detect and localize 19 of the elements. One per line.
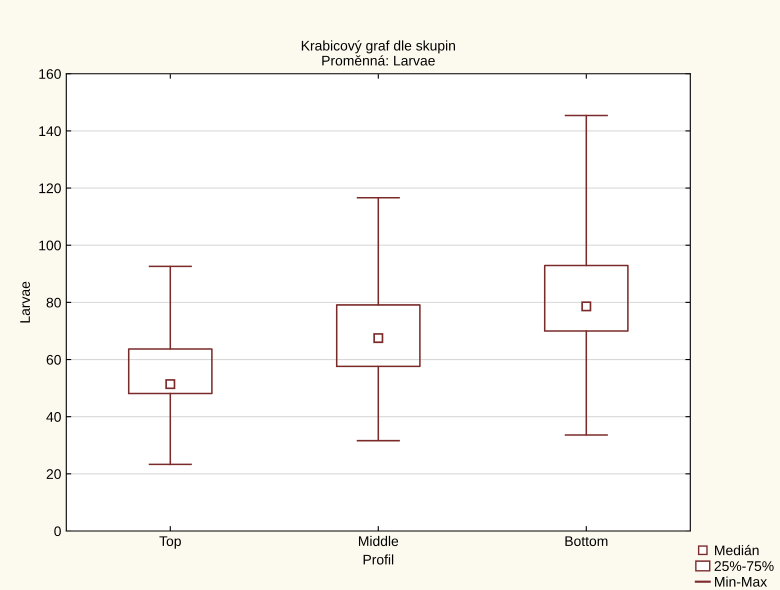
x-axis-title: Profil	[364, 554, 394, 565]
chart-subtitle: Proměnná: Larvae	[322, 55, 435, 66]
text: 25%-75%	[714, 561, 774, 571]
y-tick-label: 80	[46, 298, 61, 308]
x-tick-label: Bottom	[565, 536, 608, 546]
y-tick-label: 120	[39, 183, 61, 194]
y-axis-title: Larvae	[20, 282, 30, 322]
text: Min-Max	[715, 576, 768, 587]
chart-title: Krabicový graf dle skupin	[302, 40, 455, 54]
y-tick-label: 20	[46, 469, 61, 480]
y-tick-label: 0	[54, 526, 61, 536]
y-tick-label: 140	[39, 126, 61, 136]
y-tick-label: 100	[39, 240, 61, 250]
x-tick-label: Top	[159, 536, 181, 549]
y-tick-label: 160	[39, 69, 61, 79]
y-tick-label: 40	[46, 412, 61, 422]
legend-label: Medián	[715, 544, 759, 556]
x-tick-label: Middle	[358, 536, 398, 546]
y-tick-label: 60	[46, 354, 61, 365]
